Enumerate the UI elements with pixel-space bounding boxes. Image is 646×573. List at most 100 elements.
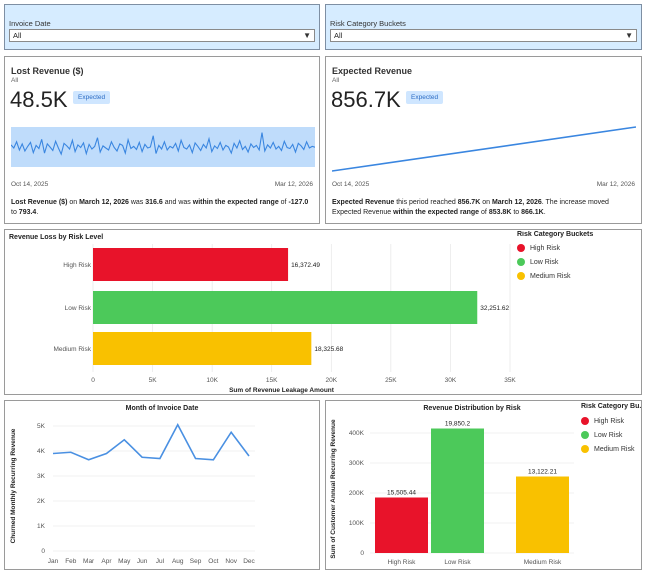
bar-value-label: 18,325.68 xyxy=(314,346,343,353)
legend-item-low-risk: Low Risk xyxy=(517,258,558,266)
y-tick-label: 300K xyxy=(349,460,365,467)
x-tick-label: Oct xyxy=(208,558,218,565)
x-tick-label: 0 xyxy=(91,377,95,384)
bar-value-label: 16,372.49 xyxy=(291,262,320,269)
monthly-churn-chart-card: Month of Invoice Date 0 1K 2K 3K 4K 5K Jan Feb Ma… xyxy=(4,400,320,570)
chevron-down-icon: ▼ xyxy=(303,31,311,40)
lost-revenue-badge: Expected xyxy=(73,91,111,104)
expected-revenue-line xyxy=(332,126,636,172)
x-tick-label: Mar xyxy=(83,558,95,565)
lost-revenue-card: Lost Revenue ($) All 48.5K Expected Oct … xyxy=(4,56,320,224)
column-high-risk xyxy=(375,497,428,553)
x-tick-label: Jun xyxy=(137,558,148,565)
legend-label: High Risk xyxy=(530,244,560,252)
churn-line xyxy=(52,423,250,461)
column-medium-risk xyxy=(516,476,569,553)
high-risk-swatch xyxy=(581,417,589,425)
x-tick-label: 10K xyxy=(206,377,218,384)
x-tick-label: 30K xyxy=(445,377,457,384)
x-tick-label: 25K xyxy=(385,377,397,384)
legend-label: Low Risk xyxy=(594,431,623,439)
low-risk-swatch xyxy=(581,431,589,439)
y-tick-label: 0 xyxy=(41,548,45,555)
legend-label: Medium Risk xyxy=(530,272,571,280)
y-axis-title: Sum of Customer Annual Recurring Revenue xyxy=(330,419,337,559)
line-chart-title: Month of Invoice Date xyxy=(126,405,199,412)
legend-item-medium-risk: Medium Risk xyxy=(517,272,570,280)
lost-revenue-sparkline xyxy=(11,127,315,167)
x-tick-label: Low Risk xyxy=(444,559,471,566)
risk-category-value: All xyxy=(334,31,343,40)
revenue-distribution-chart-card: Revenue Distribution by Risk 0 100K 200K 300… xyxy=(325,400,642,570)
risk-category-filter: Risk Category Buckets All ▼ xyxy=(325,4,642,50)
revenue-distribution-legend-title: Risk Category Bu... xyxy=(581,403,641,410)
expected-revenue-card: Expected Revenue All 856.7K Expected Oct… xyxy=(325,56,642,224)
revenue-loss-chart-card: Revenue Loss by Risk Level 0 5K 10K 15K 20K 2… xyxy=(4,229,642,395)
x-tick-label: Feb xyxy=(65,558,77,565)
y-category-label: High Risk xyxy=(63,262,92,269)
legend-item-medium-risk: Medium Risk xyxy=(581,445,634,453)
x-tick-label: Sep xyxy=(190,558,202,565)
y-tick-label: 0 xyxy=(360,550,364,557)
y-tick-label: 200K xyxy=(349,490,365,497)
x-tick-label: Apr xyxy=(101,558,112,565)
y-tick-label: 1K xyxy=(37,523,46,530)
x-tick-label: High Risk xyxy=(388,559,417,566)
revenue-loss-legend-title: Risk Category Buckets xyxy=(517,231,594,238)
bar-medium-risk xyxy=(93,332,312,365)
legend-item-high-risk: High Risk xyxy=(517,244,560,252)
x-tick-label: Jan xyxy=(48,558,59,565)
lost-revenue-end-date: Mar 12, 2026 xyxy=(274,181,313,188)
legend-item-low-risk: Low Risk xyxy=(581,431,622,439)
invoice-date-select[interactable]: All ▼ xyxy=(9,29,315,42)
revenue-loss-chart-title: Revenue Loss by Risk Level xyxy=(9,234,104,241)
medium-risk-swatch xyxy=(581,445,589,453)
column-value-label: 15,505.44 xyxy=(387,490,416,497)
y-tick-label: 3K xyxy=(37,473,46,480)
revenue-distribution-chart: Revenue Distribution by Risk 0 100K 200K 300… xyxy=(330,405,574,566)
x-tick-label: May xyxy=(118,558,131,565)
legend-label: Medium Risk xyxy=(594,445,635,453)
x-tick-label: Medium Risk xyxy=(524,559,562,566)
y-category-label: Medium Risk xyxy=(53,346,91,353)
invoice-date-filter: Invoice Date All ▼ xyxy=(4,4,320,50)
expected-revenue-sparkline xyxy=(332,126,636,172)
x-tick-label: 35K xyxy=(504,377,516,384)
legend-label: Low Risk xyxy=(530,258,559,266)
y-tick-label: 5K xyxy=(37,423,46,430)
x-tick-label: Jul xyxy=(156,558,165,565)
x-axis-title: Sum of Revenue Leakage Amount xyxy=(229,387,335,394)
invoice-date-value: All xyxy=(13,31,22,40)
x-tick-label: 15K xyxy=(266,377,278,384)
column-low-risk xyxy=(431,428,484,553)
bar-value-label: 32,251.62 xyxy=(480,305,509,312)
x-tick-label: 20K xyxy=(325,377,337,384)
expected-revenue-value: 856.7K xyxy=(331,87,401,112)
column-chart-title: Revenue Distribution by Risk xyxy=(423,405,520,412)
lost-revenue-start-date: Oct 14, 2025 xyxy=(11,181,49,188)
x-tick-label: 5K xyxy=(149,377,158,384)
revenue-loss-chart: 0 5K 10K 15K 20K 25K 30K 35K 16,372.49 High Risk 3… xyxy=(53,244,516,394)
invoice-date-label: Invoice Date xyxy=(9,19,51,28)
legend-label: High Risk xyxy=(594,417,624,425)
x-tick-label: Dec xyxy=(243,558,255,565)
expected-revenue-badge: Expected xyxy=(406,91,444,104)
y-category-label: Low Risk xyxy=(65,305,92,312)
column-value-label: 13,122.21 xyxy=(528,469,557,476)
x-tick-label: Aug xyxy=(172,558,184,565)
chevron-down-icon: ▼ xyxy=(625,31,633,40)
y-tick-label: 2K xyxy=(37,498,46,505)
expected-revenue-description: Expected Revenue this period reached 856… xyxy=(332,199,609,216)
legend-item-high-risk: High Risk xyxy=(581,417,624,425)
lost-revenue-value: 48.5K xyxy=(10,87,68,112)
lost-revenue-subtitle: All xyxy=(11,77,19,84)
lost-revenue-line xyxy=(11,132,315,156)
expected-revenue-title: Expected Revenue xyxy=(332,66,413,76)
high-risk-swatch xyxy=(517,244,525,252)
expected-revenue-subtitle: All xyxy=(332,77,340,84)
expected-revenue-start-date: Oct 14, 2025 xyxy=(332,181,370,188)
risk-category-label: Risk Category Buckets xyxy=(330,19,406,28)
bar-low-risk xyxy=(93,291,478,324)
risk-category-select[interactable]: All ▼ xyxy=(330,29,637,42)
lost-revenue-description: Lost Revenue ($) on March 12, 2026 was 3… xyxy=(11,199,309,216)
